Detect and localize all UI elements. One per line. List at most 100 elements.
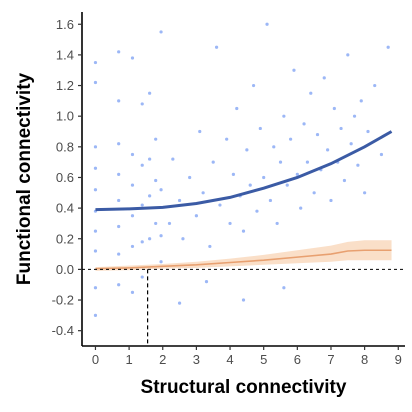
fit-line [95,130,393,212]
scatter-point [258,126,262,131]
scatter-point [352,114,357,118]
scatter-point [275,221,279,226]
scatter-point [346,53,350,57]
scatter-point [201,191,205,195]
y-tick-label: 0.4 [56,201,74,216]
scatter-point [148,91,152,95]
scatter-point [272,145,276,149]
scatter-point [181,237,185,241]
scatter-point [295,172,299,177]
y-tick-label: 0.8 [56,139,74,154]
scatter-point [130,244,135,249]
scatter-point [359,99,363,103]
scatter-point [241,229,246,233]
scatter-point [332,106,336,111]
scatter-point [130,56,135,60]
scatter-point [366,129,370,134]
scatter-point [140,275,144,279]
scatter-point [214,45,219,49]
x-tick-label: 4 [226,352,233,367]
scatter-point [117,172,121,177]
x-tick-label: 1 [125,352,132,367]
scatter-point [159,234,163,238]
scatter-point [130,183,135,187]
scatter-point [326,148,330,152]
y-tick-label: 0.6 [56,170,74,185]
scatter-point [289,137,293,141]
scatter-point [93,145,98,149]
y-tick-label: 1.0 [56,109,74,124]
scatter-point [218,203,222,207]
scatter-point [315,132,320,137]
scatter-point [140,102,144,106]
scatter-point [93,60,98,65]
scatter-point [363,191,367,195]
scatter-point [140,240,144,244]
scatter-point [198,129,202,134]
scatter-point [154,178,158,183]
y-tick-label: 0.0 [56,262,74,277]
scatter-point [154,221,158,226]
scatter-point [278,160,283,164]
scatter-point [255,209,259,213]
scatter-point [356,163,360,167]
x-tick-label: 7 [327,352,334,367]
scatter-point [248,183,252,187]
null-line [95,249,392,270]
scatter-point [342,178,347,183]
y-tick-label: 1.6 [56,17,74,32]
scatter-point [386,45,390,49]
scatter-point [171,157,175,161]
scatter-point [282,114,286,118]
scatter-point [117,99,121,103]
scatter-point [285,183,289,187]
scatter-point [251,83,256,88]
x-tick-label: 5 [260,352,267,367]
scatter-point [292,68,296,72]
scatter-points [93,22,390,317]
scatter-point [140,203,144,207]
scatter-point [241,298,246,302]
scatter-point [349,142,353,146]
scatter-point [117,142,121,146]
y-tick-label: -0.4 [52,323,74,338]
scatter-point [245,148,249,152]
scatter-point [148,237,152,241]
scatter-point [117,224,121,229]
scatter-point [177,301,182,305]
x-tick-label: 2 [159,352,166,367]
scatter-point [159,188,163,192]
scatter-point [208,244,212,249]
x-tick-label: 6 [294,352,301,367]
scatter-point [302,122,306,126]
scatter-point [309,91,313,95]
scatter-point [211,160,215,164]
scatter-point [262,175,266,180]
y-tick-label: -0.2 [52,293,74,308]
scatter-point [228,221,232,226]
scatter-point [148,194,152,198]
scatter-point [130,290,135,294]
scatter-point [322,76,326,80]
scatter-point [93,313,98,317]
scatter-point [154,137,158,141]
scatter-point [159,260,163,264]
scatter-point [235,106,239,111]
scatter-point [379,152,384,157]
scatter-point [117,283,121,287]
x-axis-title: Structural connectivity [141,377,347,398]
scatter-point [159,30,163,34]
x-tick-label: 3 [193,352,200,367]
y-tick-label: 1.4 [56,47,74,62]
scatter-point [93,166,98,170]
scatter-point [194,214,198,218]
y-axis-ticks: -0.4 -0.2 0.0 0.2 0.4 0.6 0.8 1.0 1.2 1.4 1.6 [52,17,82,338]
scatter-point [130,152,135,157]
scatter-point [117,50,121,54]
y-axis-title: Functional connectivity [14,72,35,285]
scatter-point [93,286,98,290]
scatter-point [117,198,121,203]
scatter-point [167,221,172,226]
scatter-point [140,163,144,167]
scatter-point [188,175,192,180]
